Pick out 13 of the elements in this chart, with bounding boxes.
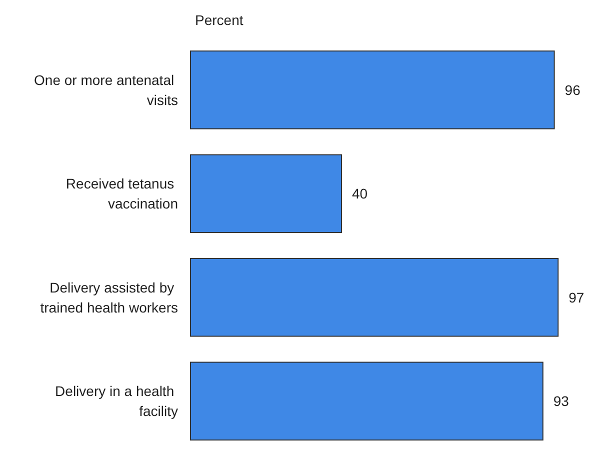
data-label: 96: [564, 82, 581, 98]
data-label: 97: [568, 289, 584, 306]
bar: [190, 362, 544, 441]
y-tick-label: Delivery in a health facility: [55, 383, 178, 420]
data-label: 93: [553, 393, 570, 410]
bar: [190, 154, 342, 234]
y-tick-label: Received tetanus vaccination: [66, 176, 178, 212]
x-axis-title: Percent: [195, 12, 244, 28]
bar: [190, 50, 555, 130]
bar: [190, 258, 559, 337]
data-label: 40: [352, 186, 368, 202]
y-tick-label: One or more antenatal visits: [34, 72, 178, 108]
y-tick-label: Delivery assisted by trained health workers: [40, 279, 178, 316]
